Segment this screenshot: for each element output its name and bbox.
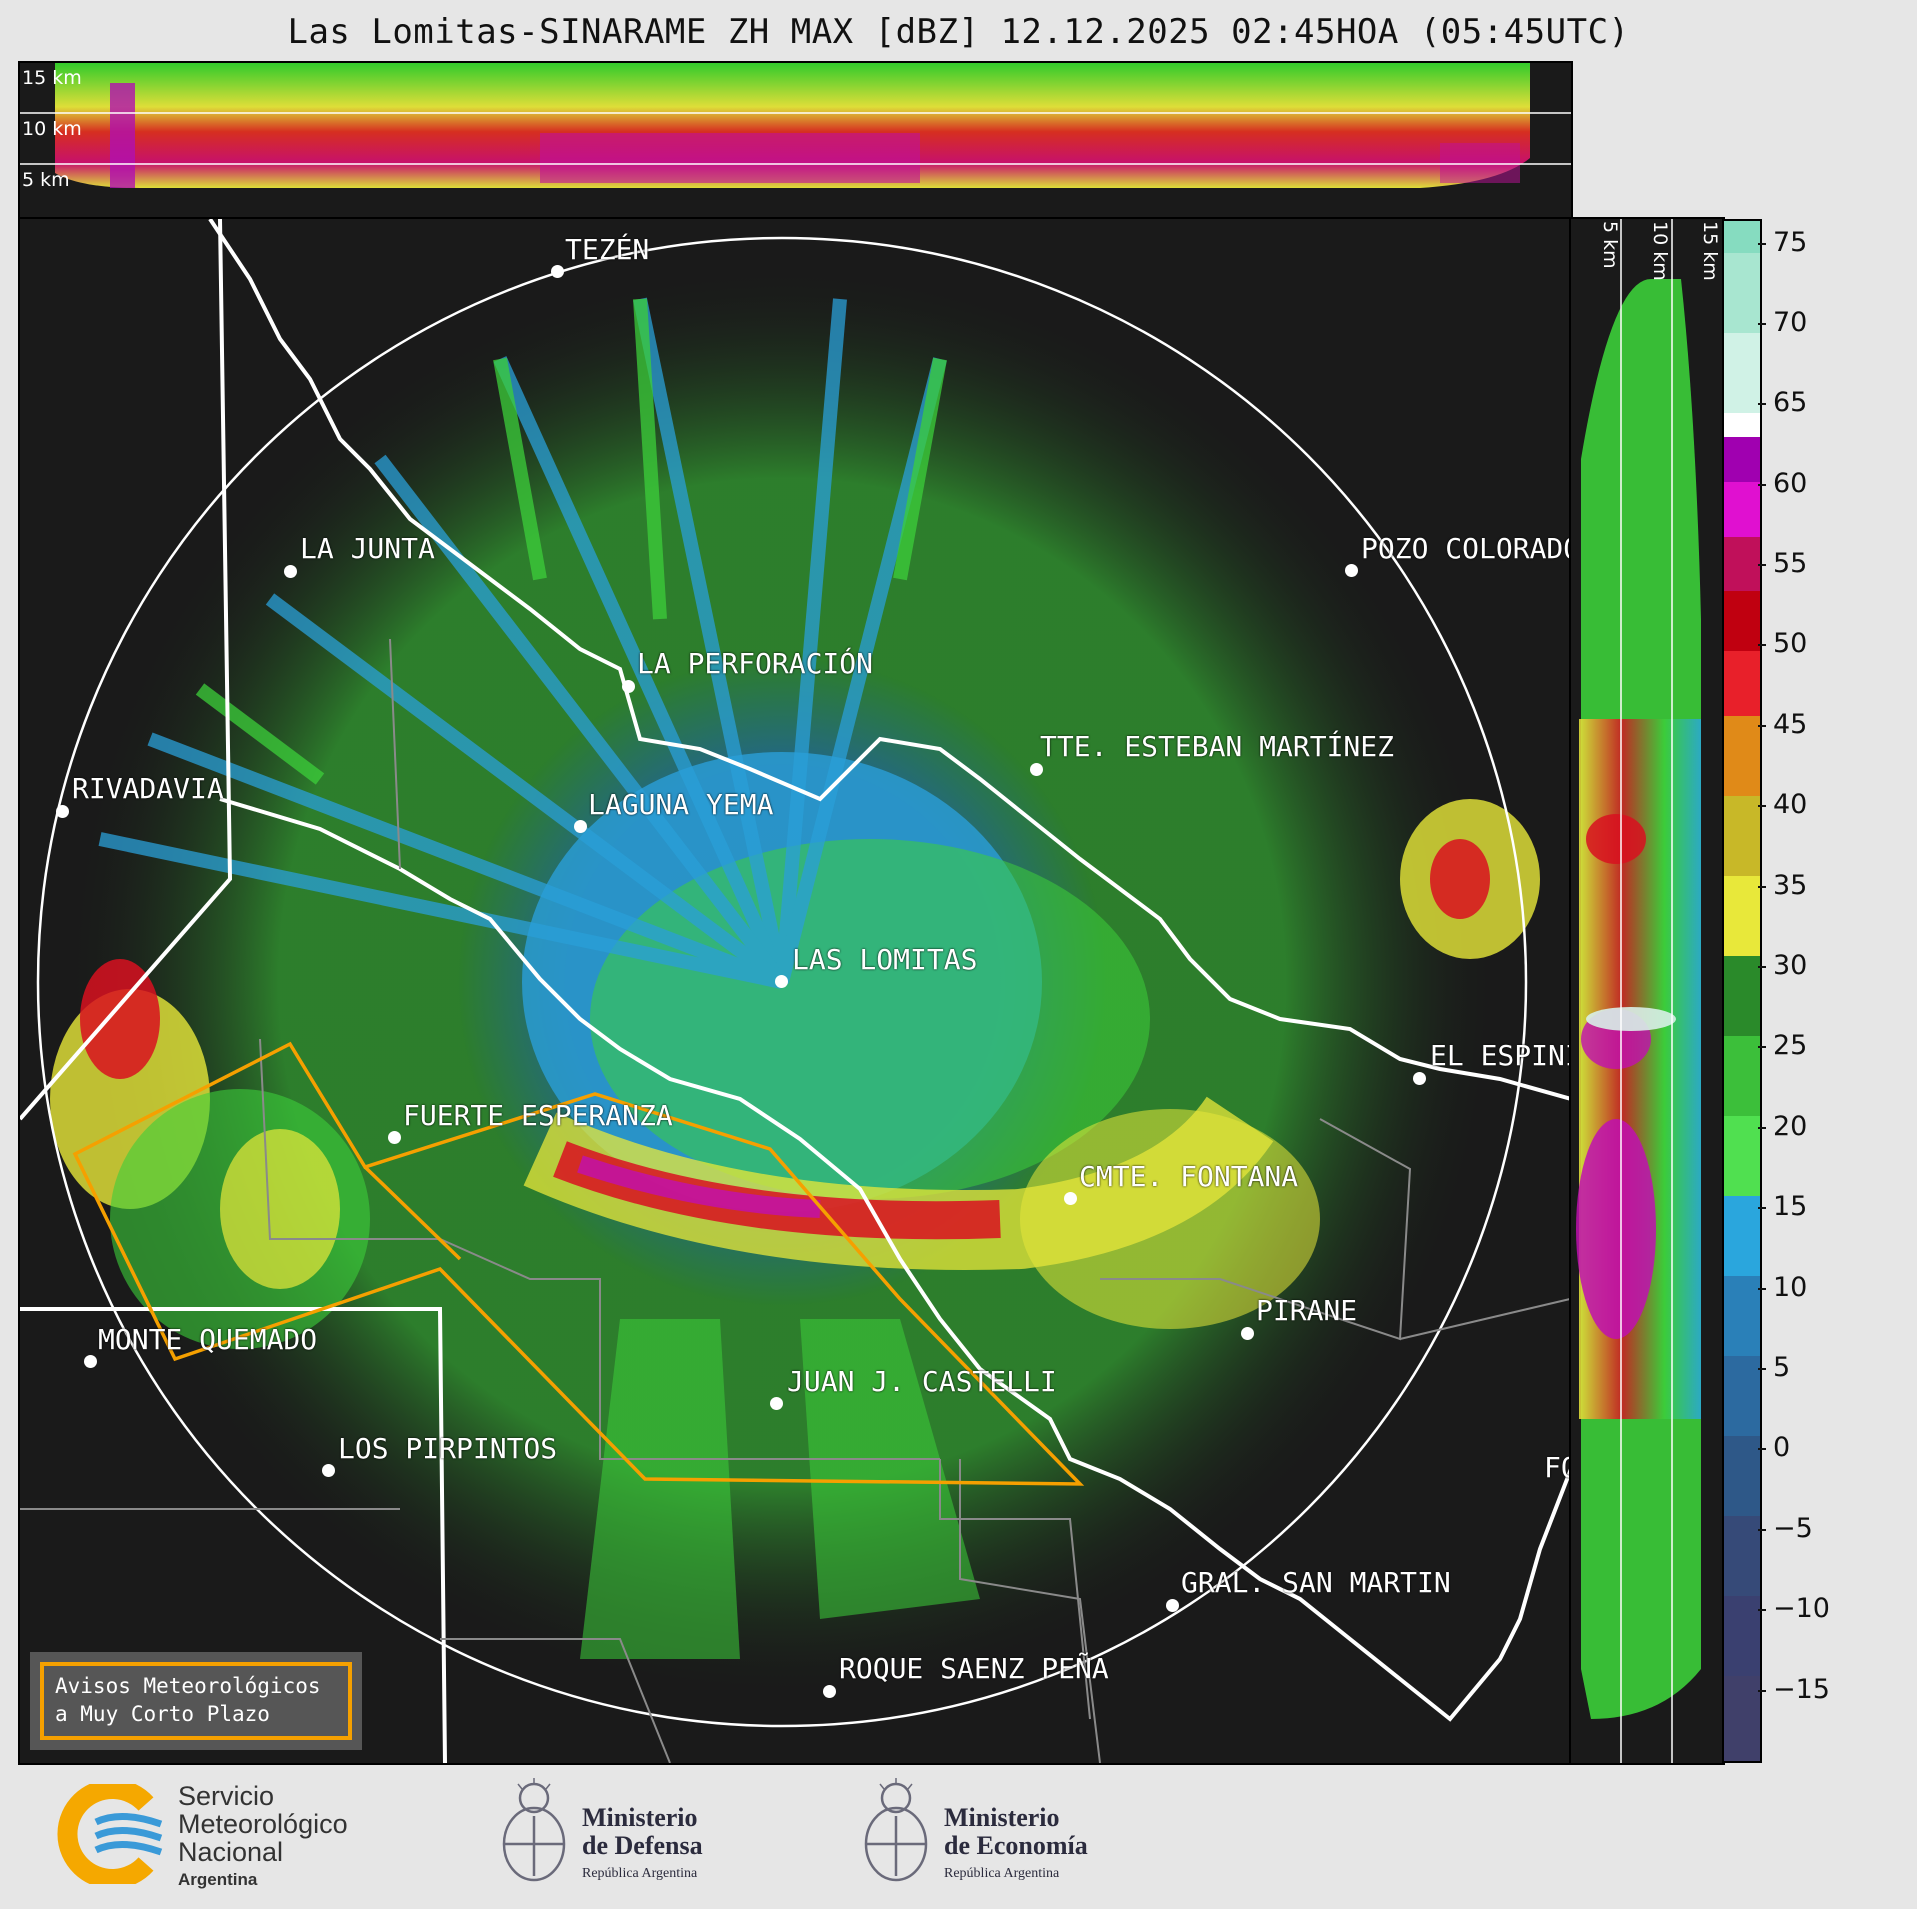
city-label-pirane: PIRANE [1256, 1294, 1358, 1327]
right-km-label-15: 15 km [1699, 221, 1721, 281]
colorbar-tick: 25 [1757, 1030, 1807, 1061]
colorbar-tick: 15 [1757, 1191, 1807, 1222]
economia-line2: de Economía [944, 1831, 1088, 1860]
colorbar-tick: 70 [1757, 307, 1807, 338]
bermejo-river [219, 797, 1571, 1722]
top-cross-section-panel: 15 km 10 km 5 km [18, 61, 1573, 220]
city-dot-juan-j-castelli [770, 1397, 783, 1410]
colorbar-tick: 50 [1757, 628, 1807, 659]
smn-line1: Servicio [178, 1781, 275, 1811]
city-label-rivadavia: RIVADAVIA [72, 772, 224, 805]
right-km-label-5: 5 km [1599, 221, 1621, 269]
city-dot-gral-san-martin [1166, 1599, 1179, 1612]
radar-map-panel[interactable]: TEZÉN LA JUNTA POZO COLORADO LA PERFORAC… [18, 217, 1573, 1765]
city-dot-laguna-yema [574, 820, 587, 833]
city-label-las-lomitas: LAS LOMITAS [792, 943, 978, 976]
city-label-el-espinillo: EL ESPINILLO [1430, 1039, 1571, 1072]
city-dot-tezen [551, 265, 564, 278]
city-dot-tte-esteban-martinez [1030, 763, 1043, 776]
city-label-la-perforacion: LA PERFORACIÓN [637, 647, 874, 680]
defensa-line2: de Defensa [582, 1831, 703, 1860]
colorbar-tick: 60 [1757, 468, 1807, 499]
top-km-label-15: 15 km [22, 67, 82, 89]
colorbar-tick: 45 [1757, 709, 1807, 740]
right-cross-section-panel: 5 km 10 km 15 km [1569, 217, 1725, 1765]
colorbar-tick: 30 [1757, 950, 1807, 981]
colorbar-tick: 40 [1757, 789, 1807, 820]
city-dot-cmte-fontana [1064, 1192, 1077, 1205]
dbz-colorbar [1722, 219, 1762, 1763]
city-dot-los-pirpintos [322, 1464, 335, 1477]
warning-legend-box: Avisos Meteorológicos a Muy Corto Plazo [30, 1652, 362, 1750]
city-dot-fuerte-esperanza [388, 1131, 401, 1144]
city-dot-monte-quemado [84, 1355, 97, 1368]
economia-logo-text: Ministerio de Economía República Argenti… [944, 1804, 1088, 1888]
economia-line1: Ministerio [944, 1803, 1060, 1832]
city-dot-pozo-colorado [1345, 564, 1358, 577]
colorbar-tick: −10 [1758, 1593, 1830, 1624]
radar-map-svg [20, 219, 1571, 1763]
colorbar-tick: −15 [1758, 1674, 1830, 1705]
colorbar-tick: 55 [1757, 548, 1807, 579]
city-label-gral-san-martin: GRAL. SAN MARTIN [1181, 1566, 1451, 1599]
city-dot-las-lomitas [775, 975, 788, 988]
top-km-label-5: 5 km [22, 169, 70, 191]
city-label-tezen: TEZÉN [565, 233, 650, 266]
chart-title: Las Lomitas-SINARAME ZH MAX [dBZ] 12.12.… [287, 12, 1630, 52]
warning-legend-line1: Avisos Meteorológicos [55, 1674, 321, 1698]
city-label-fo: FO [1544, 1451, 1571, 1484]
city-label-cmte-fontana: CMTE. FONTANA [1079, 1160, 1299, 1193]
city-dot-la-junta [284, 565, 297, 578]
city-label-los-pirpintos: LOS PIRPINTOS [338, 1432, 558, 1465]
smn-line4: Argentina [178, 1870, 258, 1889]
city-label-laguna-yema: LAGUNA YEMA [588, 788, 774, 821]
smn-line3: Nacional [178, 1837, 284, 1867]
city-dot-roque-saenz-pena [823, 1685, 836, 1698]
city-label-juan-j-castelli: JUAN J. CASTELLI [787, 1365, 1057, 1398]
city-dot-el-espinillo [1413, 1072, 1426, 1085]
smn-line2: Meteorológico [178, 1809, 348, 1839]
right-cross-section-echoes [1576, 219, 1701, 1763]
city-label-monte-quemado: MONTE QUEMADO [98, 1323, 318, 1356]
coat-of-arms-icon [864, 1778, 928, 1882]
city-label-la-junta: LA JUNTA [300, 532, 435, 565]
warning-polygon [72, 1041, 1085, 1486]
colorbar-tick: 75 [1757, 227, 1807, 258]
city-label-pozo-colorado: POZO COLORADO [1361, 532, 1571, 565]
city-dot-pirane [1241, 1327, 1254, 1340]
top-km-label-10: 10 km [22, 118, 82, 140]
colorbar-tick: −5 [1758, 1513, 1813, 1544]
city-dot-la-perforacion [622, 680, 635, 693]
defensa-logo-text: Ministerio de Defensa República Argentin… [582, 1804, 703, 1888]
city-label-tte-esteban-martinez: TTE. ESTEBAN MARTÍNEZ [1040, 730, 1395, 763]
colorbar-tick: 0 [1757, 1432, 1790, 1463]
pilcomayo-river [208, 219, 1571, 1101]
top-cross-section-echoes [20, 63, 1571, 188]
colorbar-tick: 10 [1757, 1272, 1807, 1303]
colorbar-tick: 20 [1757, 1111, 1807, 1142]
coat-of-arms-icon [502, 1778, 566, 1882]
smn-logo-icon [57, 1784, 163, 1884]
city-dot-rivadavia [56, 805, 69, 818]
defensa-line1: Ministerio [582, 1803, 698, 1832]
colorbar-tick: 65 [1757, 387, 1807, 418]
city-label-fuerte-esperanza: FUERTE ESPERANZA [403, 1099, 673, 1132]
range-ring [36, 236, 1528, 1728]
defensa-line3: República Argentina [582, 1866, 698, 1881]
colorbar-tick: 5 [1757, 1352, 1790, 1383]
warning-legend-line2: a Muy Corto Plazo [55, 1702, 270, 1726]
smn-logo-text: Servicio Meteorológico Nacional Argentin… [178, 1782, 348, 1894]
right-km-label-10: 10 km [1649, 221, 1671, 281]
economia-line3: República Argentina [944, 1866, 1060, 1881]
warning-legend-inner: Avisos Meteorológicos a Muy Corto Plazo [40, 1662, 352, 1740]
city-label-roque-saenz-pena: ROQUE SAENZ PEÑA [839, 1652, 1109, 1685]
dbz-colorbar-svg [1724, 221, 1760, 1761]
colorbar-tick: 35 [1757, 870, 1807, 901]
